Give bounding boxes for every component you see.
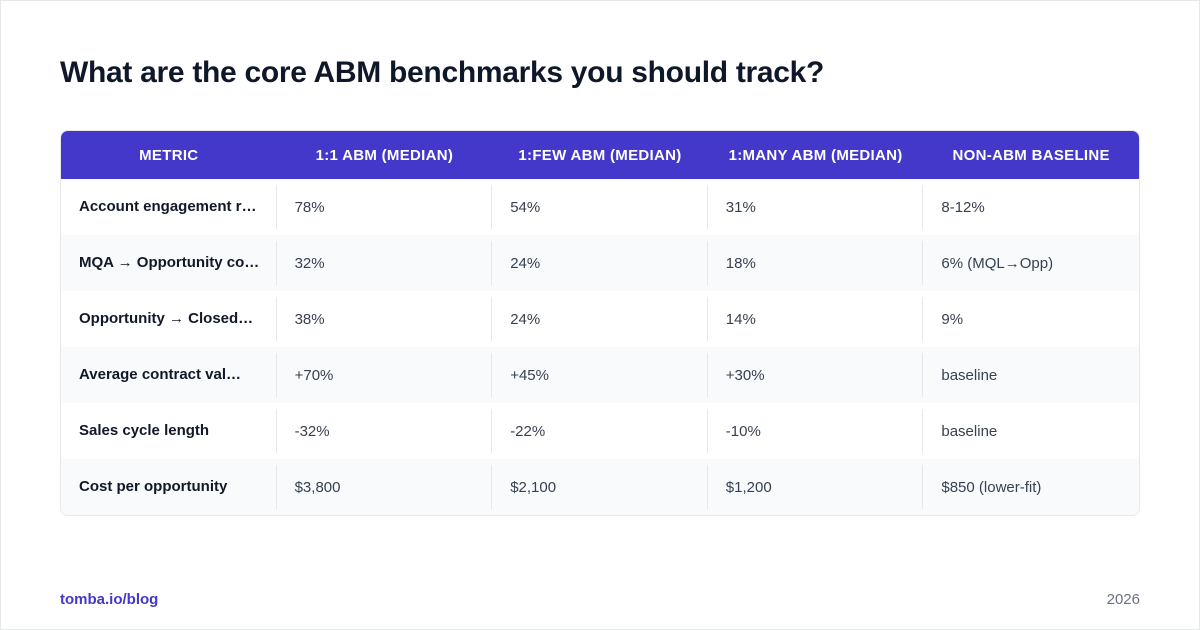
value-cell: -22% [492, 409, 708, 453]
table-row: MQA → Opportunity co… 32% 24% 18% 6% (MQ… [61, 235, 1139, 291]
value-cell: -32% [277, 409, 493, 453]
value-cell: 54% [492, 185, 708, 229]
table-row: Account engagement r… 78% 54% 31% 8-12% [61, 179, 1139, 235]
metric-cell: Sales cycle length [61, 409, 277, 453]
value-cell: $3,800 [277, 465, 493, 509]
value-cell: +30% [708, 353, 924, 397]
table-row: Average contract val… +70% +45% +30% bas… [61, 347, 1139, 403]
value-cell: 6% (MQL→Opp) [941, 254, 1054, 272]
header-one-to-one: 1:1 ABM (MEDIAN) [315, 146, 454, 164]
metric-cell: Cost per opportunity [61, 465, 277, 509]
header-non-abm: NON-ABM BASELINE [952, 146, 1110, 164]
value-cell: 14% [708, 297, 924, 341]
value-cell: 8-12% [941, 198, 985, 216]
table-row: Cost per opportunity $3,800 $2,100 $1,20… [61, 459, 1139, 515]
value-cell: 78% [277, 185, 493, 229]
value-cell: baseline [941, 422, 998, 440]
value-cell: 32% [277, 241, 493, 285]
source-link[interactable]: tomba.io/blog [60, 591, 159, 608]
table-row: Opportunity → Closed… 38% 24% 14% 9% [61, 291, 1139, 347]
value-cell: 18% [708, 241, 924, 285]
value-cell: 24% [492, 241, 708, 285]
table-header: METRIC 1:1 ABM (MEDIAN) 1:FEW ABM (MEDIA… [61, 131, 1139, 179]
value-cell: $1,200 [708, 465, 924, 509]
value-cell: $850 (lower-fit) [941, 478, 1042, 496]
metric-cell: Average contract val… [61, 353, 277, 397]
value-cell: $2,100 [492, 465, 708, 509]
metric-cell: MQA → Opportunity co… [61, 241, 277, 285]
value-cell: 24% [492, 297, 708, 341]
value-cell: 31% [708, 185, 924, 229]
value-cell: 9% [941, 310, 964, 328]
header-metric: METRIC [139, 146, 199, 164]
metric-cell: Opportunity → Closed… [61, 297, 277, 341]
value-cell: baseline [941, 366, 998, 384]
page-title: What are the core ABM benchmarks you sho… [60, 56, 825, 89]
benchmarks-table: METRIC 1:1 ABM (MEDIAN) 1:FEW ABM (MEDIA… [60, 130, 1140, 516]
value-cell: 38% [277, 297, 493, 341]
value-cell: +45% [492, 353, 708, 397]
metric-cell: Account engagement r… [61, 185, 277, 229]
header-one-to-few: 1:FEW ABM (MEDIAN) [518, 146, 682, 164]
header-one-to-many: 1:MANY ABM (MEDIAN) [728, 146, 903, 164]
value-cell: -10% [708, 409, 924, 453]
table-row: Sales cycle length -32% -22% -10% baseli… [61, 403, 1139, 459]
year-label: 2026 [1106, 591, 1140, 608]
value-cell: +70% [277, 353, 493, 397]
